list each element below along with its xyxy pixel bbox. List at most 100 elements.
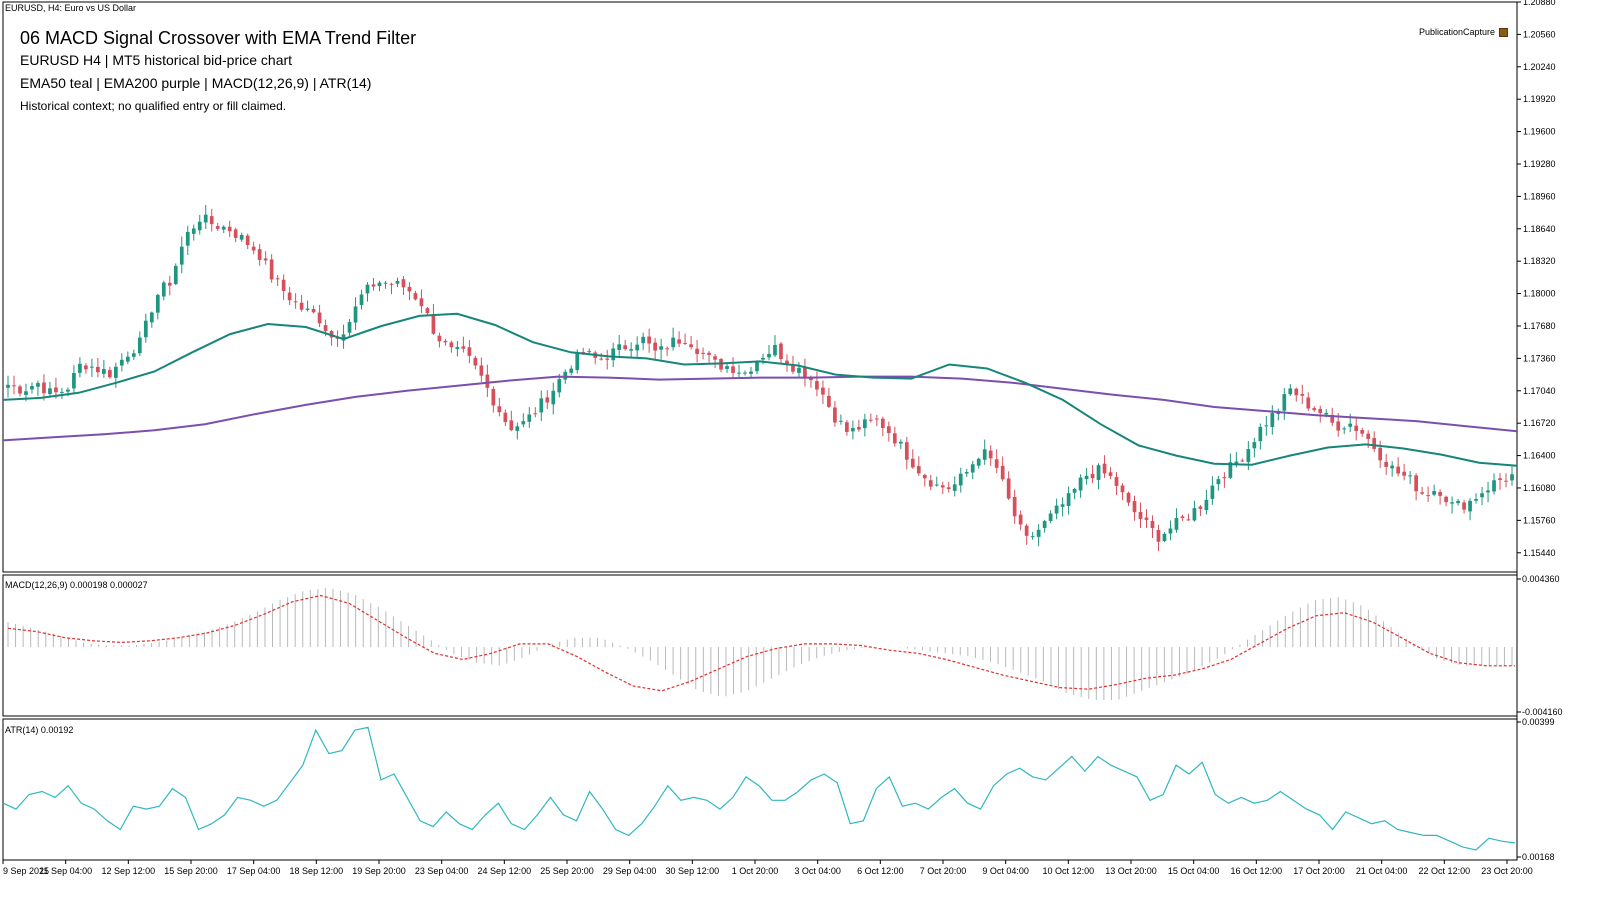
time-tick-label: 29 Sep 04:00 — [603, 866, 657, 876]
candle-body — [952, 484, 957, 491]
candle-body — [641, 336, 646, 344]
atr-panel-label: ATR(14) 0.00192 — [5, 725, 74, 735]
candle-body — [293, 301, 298, 303]
ema50-line — [2, 312, 1518, 467]
candle-body — [833, 407, 837, 423]
candle-body — [155, 294, 160, 313]
time-tick-label: 22 Oct 12:00 — [1419, 866, 1471, 876]
candle-body — [731, 366, 735, 373]
candle-body — [1192, 508, 1197, 521]
candle-body — [527, 414, 532, 422]
candle-body — [940, 485, 945, 488]
time-tick-label: 7 Oct 20:00 — [920, 866, 967, 876]
candle-body — [551, 390, 556, 405]
candle-body — [299, 302, 304, 310]
candle-body — [683, 342, 687, 344]
atr-tick-label: 0.00399 — [1522, 717, 1555, 727]
candle-body — [1096, 465, 1101, 480]
candle-body — [305, 308, 310, 310]
candle-body — [1426, 495, 1430, 497]
candle-body — [353, 306, 358, 323]
candle-body — [863, 419, 867, 429]
candle-body — [1210, 485, 1215, 499]
candle-body — [215, 226, 220, 229]
candle-body — [695, 348, 699, 355]
candle-body — [791, 365, 795, 372]
candle-body — [946, 487, 951, 490]
candle-body — [491, 388, 496, 406]
candle-body — [785, 360, 789, 365]
candle-body — [964, 471, 969, 474]
price-tick-label: 1.19280 — [1523, 159, 1556, 169]
candle-body — [185, 231, 190, 246]
candle-body — [1228, 462, 1233, 478]
time-tick-label: 3 Oct 04:00 — [794, 866, 841, 876]
price-tick-label: 1.19920 — [1523, 94, 1556, 104]
candle-body — [970, 464, 975, 473]
candle-body — [1084, 475, 1089, 480]
candle-body — [1108, 472, 1113, 476]
candle-body — [773, 344, 777, 356]
candle-body — [994, 459, 999, 468]
candle-body — [425, 308, 430, 314]
candle-body — [209, 216, 214, 225]
candle-body — [1420, 492, 1424, 494]
candle-body — [575, 351, 580, 371]
candle-body — [886, 426, 891, 434]
candle-body — [1474, 499, 1478, 501]
candle-body — [821, 387, 825, 395]
candle-body — [629, 349, 634, 351]
candle-body — [587, 351, 592, 353]
candle-body — [701, 352, 705, 354]
candle-body — [647, 336, 652, 344]
candle-body — [868, 419, 873, 421]
candle-body — [916, 466, 921, 474]
candle-body — [1168, 528, 1173, 534]
candle-body — [1510, 474, 1514, 481]
candle-body — [395, 281, 400, 284]
time-tick-label: 15 Oct 04:00 — [1168, 866, 1220, 876]
publication-capture-label[interactable]: PublicationCapture — [1419, 27, 1509, 38]
candle-body — [467, 347, 472, 356]
candle-body — [635, 344, 640, 351]
candle-body — [485, 374, 490, 388]
candle-body — [988, 450, 993, 459]
candle-body — [1240, 460, 1245, 462]
candle-body — [737, 372, 741, 374]
candle-body — [1342, 428, 1347, 430]
candle-body — [1378, 447, 1383, 461]
candle-body — [281, 279, 286, 291]
candle-body — [1384, 461, 1389, 467]
candle-body — [1132, 501, 1137, 513]
candle-body — [713, 356, 717, 360]
candle-body — [1048, 513, 1053, 521]
candle-body — [66, 389, 70, 392]
candle-body — [809, 377, 813, 381]
candle-body — [659, 346, 663, 350]
candle-body — [1024, 525, 1029, 536]
candle-body — [60, 391, 64, 393]
candle-body — [910, 458, 915, 468]
price-tick-label: 1.18640 — [1523, 224, 1556, 234]
symbol-label: EURUSD, H4: Euro vs US Dollar — [5, 3, 137, 13]
time-tick-label: 21 Oct 04:00 — [1356, 866, 1408, 876]
time-tick-label: 17 Sep 04:00 — [227, 866, 281, 876]
price-tick-label: 1.18320 — [1523, 256, 1556, 266]
candle-body — [689, 344, 693, 348]
time-tick-label: 1 Oct 20:00 — [732, 866, 779, 876]
candle-body — [761, 357, 765, 360]
candle-body — [1504, 480, 1508, 482]
candle-body — [1402, 471, 1407, 476]
candle-body — [479, 365, 484, 376]
candle-body — [72, 372, 76, 389]
time-tick-label: 23 Oct 20:00 — [1481, 866, 1533, 876]
candle-body — [898, 441, 903, 444]
candle-body — [24, 391, 28, 395]
candle-body — [437, 335, 442, 342]
candle-body — [1186, 519, 1191, 521]
price-tick-label: 1.16720 — [1523, 418, 1556, 428]
candle-body — [934, 484, 939, 486]
candle-body — [1234, 461, 1239, 465]
candle-body — [539, 398, 544, 413]
